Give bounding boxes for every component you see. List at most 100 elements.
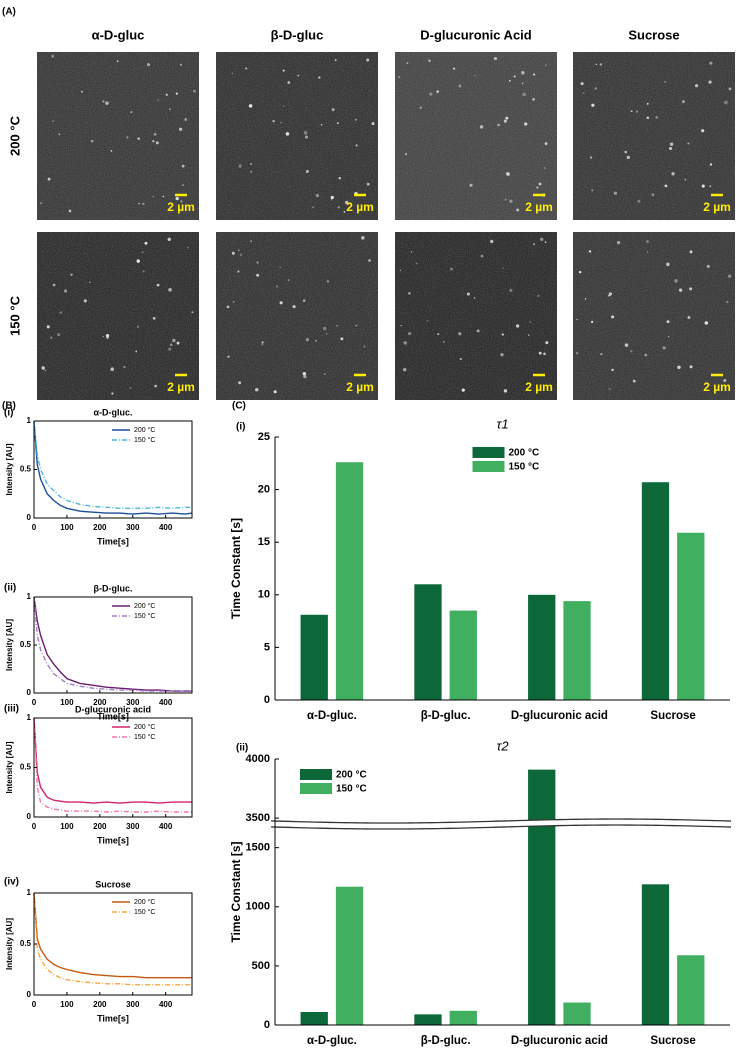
- image-spot: [533, 73, 536, 76]
- data-line: [33, 596, 192, 692]
- image-noise: [37, 52, 199, 220]
- image-spot: [708, 80, 712, 84]
- x-tick-label: Sucrose: [650, 710, 695, 722]
- image-spot: [669, 142, 674, 146]
- image-spot: [345, 200, 349, 205]
- image-spot: [175, 92, 178, 95]
- micrograph: 2 µm: [37, 232, 199, 400]
- image-spot: [287, 81, 291, 85]
- micrograph: 2 µm: [216, 52, 378, 220]
- image-spot: [666, 262, 670, 267]
- image-spot: [613, 191, 617, 195]
- image-spot: [279, 301, 283, 305]
- bar: [641, 482, 670, 700]
- image-spot: [399, 269, 402, 272]
- image-spot: [180, 200, 183, 203]
- image-spot: [632, 379, 636, 383]
- image-spot: [543, 352, 546, 356]
- x-tick-label: 100: [60, 698, 74, 707]
- data-line: [33, 892, 192, 979]
- image-spot: [303, 374, 307, 379]
- image-spot: [182, 184, 184, 187]
- y-tick-label: 0.5: [20, 763, 32, 772]
- image-spot: [250, 240, 252, 243]
- micrograph: 2 µm: [573, 52, 735, 220]
- image-spot: [155, 141, 159, 145]
- image-spot: [588, 250, 592, 253]
- image-spot: [116, 60, 119, 63]
- x-tick-label: 200: [93, 523, 107, 532]
- image-spot: [144, 241, 148, 245]
- image-spot: [428, 59, 431, 62]
- image-spot: [47, 177, 51, 181]
- image-spot: [256, 261, 259, 264]
- image-spot: [168, 347, 172, 351]
- chart-title: D-glucuronic acid: [75, 704, 151, 714]
- image-spot: [611, 315, 615, 319]
- image-spot: [248, 104, 253, 108]
- image-spot: [282, 69, 285, 72]
- x-tick-label: 300: [126, 698, 140, 707]
- image-spot: [538, 351, 542, 355]
- legend-label: 150 °C: [134, 612, 155, 620]
- image-spot: [90, 139, 94, 143]
- image-spot: [336, 122, 339, 125]
- image-spot: [57, 333, 61, 337]
- x-tick-label: 300: [126, 523, 140, 532]
- y-tick-label: 1500: [246, 842, 270, 854]
- legend-swatch: [300, 783, 332, 794]
- image-spot: [142, 202, 145, 206]
- y-tick-label: 0: [27, 513, 32, 522]
- image-spot: [436, 90, 440, 94]
- image-spot: [136, 325, 140, 328]
- image-spot: [226, 305, 230, 309]
- x-tick-label: 100: [60, 822, 74, 831]
- bar: [449, 610, 477, 700]
- x-tick-label: 0: [32, 698, 37, 707]
- bar: [528, 594, 556, 700]
- chart-title: Sucrose: [95, 879, 131, 889]
- image-spot: [46, 325, 50, 329]
- image-spot: [303, 131, 308, 135]
- image-spot: [343, 211, 346, 213]
- legend-swatch: [472, 461, 505, 472]
- image-spot: [44, 369, 47, 372]
- image-spot: [529, 321, 531, 323]
- image-spot: [689, 287, 693, 291]
- image-spot: [186, 246, 189, 249]
- image-spot: [502, 267, 504, 269]
- image-spot: [287, 279, 290, 281]
- image-spot: [704, 321, 709, 325]
- column-header: D-glucuronic Acid: [420, 27, 532, 42]
- image-spot: [403, 368, 407, 372]
- image-spot: [516, 208, 520, 212]
- subpanel-label: (iii): [4, 704, 19, 715]
- image-spot: [580, 82, 584, 86]
- image-spot: [361, 236, 365, 240]
- image-spot: [635, 110, 639, 113]
- image-spot: [70, 273, 73, 276]
- y-axis-label: Intensity [AU]: [5, 443, 14, 495]
- image-spot: [461, 388, 465, 392]
- image-spot: [304, 135, 309, 139]
- image-spot: [256, 273, 260, 277]
- scale-bar-label: 2 µm: [703, 200, 731, 214]
- image-spot: [536, 186, 539, 189]
- image-spot: [366, 182, 370, 186]
- image-spot: [701, 129, 705, 133]
- image-spot: [589, 156, 593, 159]
- y-tick-label: 1: [27, 592, 32, 601]
- scale-bar-label: 2 µm: [167, 380, 195, 394]
- bar: [563, 1002, 591, 1025]
- image-spot: [238, 381, 242, 385]
- image-spot: [544, 142, 548, 146]
- image-spot: [405, 153, 407, 156]
- micrograph: 2 µm: [395, 232, 557, 400]
- image-noise: [216, 52, 378, 220]
- image-spot: [340, 337, 344, 341]
- image-spot: [527, 334, 530, 336]
- x-tick-label: 200: [93, 698, 107, 707]
- image-spot: [261, 342, 264, 346]
- image-spot: [509, 288, 513, 293]
